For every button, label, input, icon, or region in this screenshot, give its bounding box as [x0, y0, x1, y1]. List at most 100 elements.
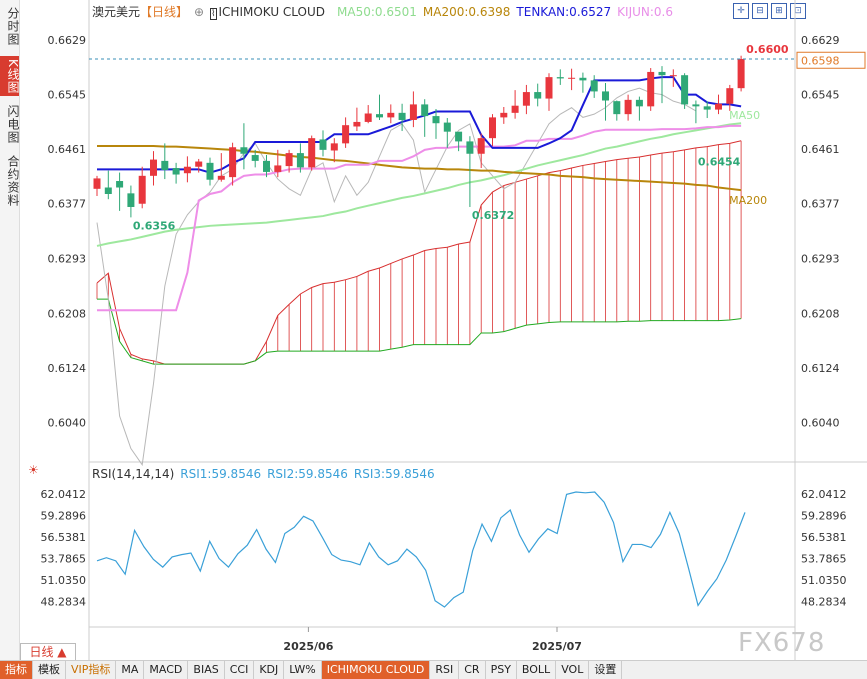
- candle-body: [398, 112, 406, 120]
- candle-body: [443, 122, 451, 132]
- candle-body: [692, 104, 700, 107]
- line-label: MA50: [729, 109, 760, 122]
- candle-body: [455, 131, 463, 142]
- indicator-tab-12[interactable]: PSY: [486, 661, 517, 679]
- y-tick-right: 0.6124: [801, 362, 840, 375]
- sidebar-tab-2[interactable]: 闪电图: [6, 104, 20, 144]
- indicator-tab-2[interactable]: VIP指标: [66, 661, 117, 679]
- candle-body: [342, 125, 350, 144]
- candle-body: [161, 160, 169, 170]
- y-tick-right: 0.6377: [801, 198, 840, 211]
- candle-body: [240, 147, 248, 154]
- indicator-tab-0[interactable]: 指标: [0, 661, 33, 679]
- y-tick-left: 0.6040: [48, 417, 87, 430]
- sidebar-tab-3[interactable]: 合约资料: [6, 155, 20, 207]
- period-label[interactable]: 【日线】: [140, 5, 189, 19]
- candle-body: [93, 178, 101, 189]
- y-tick-left: 0.6377: [48, 198, 87, 211]
- candle-body: [466, 141, 474, 154]
- rsi-y-tick-right: 51.0350: [801, 574, 847, 587]
- price-annotation: 0.6600: [746, 43, 789, 56]
- candle-body: [150, 159, 157, 176]
- rsi-title: RSI(14,14,14): [92, 467, 175, 481]
- indicator-label: ICHIMOKU CLOUD: [218, 5, 326, 19]
- ma200-legend: MA200:0.6398: [422, 5, 511, 19]
- y-tick-right: 0.6208: [801, 307, 840, 320]
- indicator-tab-1[interactable]: 模板: [33, 661, 66, 679]
- indicator-tab-6[interactable]: CCI: [225, 661, 255, 679]
- chart-icon[interactable]: ⊟: [752, 3, 768, 19]
- span-b-line: [97, 298, 742, 365]
- sidebar-tab-1[interactable]: K线图: [0, 56, 20, 96]
- indicator-tab-9[interactable]: ICHIMOKU CLOUD: [321, 661, 431, 679]
- candle-body: [613, 101, 621, 115]
- chart-canvas[interactable]: 0.6629 0.6629 0.6545 0.6545 0.6461 0.6461 0.63…: [0, 0, 867, 660]
- sidebar-tab-0[interactable]: 分时图: [6, 6, 20, 46]
- candle-body: [545, 77, 553, 99]
- chart-header: 澳元美元【日线】 ⊕ ⌇ ICHIMOKU CLOUD MA50:0.6501 MA200…: [92, 3, 679, 20]
- indicator-tab-4[interactable]: MACD: [144, 661, 189, 679]
- candle-body: [251, 155, 259, 161]
- indicator-tab-7[interactable]: KDJ: [254, 661, 285, 679]
- candle-body: [127, 193, 135, 207]
- candle-body: [330, 143, 338, 151]
- y-tick-right: 0.6040: [801, 417, 840, 430]
- candle-body: [206, 162, 214, 180]
- price-box: [796, 51, 866, 69]
- candle-body: [715, 103, 722, 110]
- indicator-tab-3[interactable]: MA: [116, 661, 145, 679]
- price-annotation: 0.6356: [133, 219, 176, 232]
- period-button[interactable]: 日线 ▲: [20, 643, 76, 661]
- crosshair-icon[interactable]: ✛: [733, 3, 749, 19]
- rsi-y-tick-right: 53.7865: [801, 553, 847, 566]
- y-tick-left: 0.6293: [48, 252, 87, 265]
- ma50-legend: MA50:0.6501: [337, 5, 417, 19]
- candle-body: [296, 153, 304, 168]
- candle-body: [489, 117, 496, 139]
- y-tick-right: 0.6293: [801, 252, 840, 265]
- rsi-y-tick-left: 62.0412: [41, 488, 87, 501]
- add-icon[interactable]: ⊡: [790, 3, 806, 19]
- rsi-y-tick-left: 48.2834: [41, 596, 87, 609]
- candle-body: [500, 112, 508, 118]
- candle-body: [195, 161, 203, 167]
- candle-body: [409, 104, 417, 120]
- rsi-y-tick-right: 59.2896: [801, 510, 847, 523]
- indicator-tab-15[interactable]: 设置: [589, 661, 623, 679]
- rsi2-legend: RSI2:59.8546: [267, 467, 348, 481]
- ma200-line: [97, 144, 742, 192]
- y-tick-left: 0.6461: [48, 143, 87, 156]
- candle-body: [285, 153, 293, 167]
- candle-body: [477, 138, 485, 154]
- span-a-line: [96, 140, 742, 365]
- y-tick-left: 0.6208: [48, 307, 87, 320]
- candle-body: [681, 75, 689, 105]
- add-icon[interactable]: ⊕: [194, 5, 205, 19]
- indicator-icon: ⌇: [210, 8, 217, 20]
- rsi-header: RSI(14,14,14) RSI1:59.8546 RSI2:59.8546 RSI…: [92, 467, 441, 481]
- candle-body: [703, 106, 711, 110]
- grid-icon[interactable]: ⊞: [771, 3, 787, 19]
- indicator-tab-14[interactable]: VOL: [556, 661, 590, 679]
- indicator-tab-8[interactable]: LW%: [284, 661, 322, 679]
- symbol-name: 澳元美元: [92, 5, 141, 19]
- candle-body: [104, 187, 112, 194]
- candle-body: [183, 166, 191, 174]
- candle-body: [568, 77, 576, 79]
- y-tick-right: 0.6629: [801, 34, 840, 47]
- ma50-line: [96, 122, 742, 247]
- candle-body: [556, 77, 564, 79]
- rsi-y-tick-right: 62.0412: [801, 488, 847, 501]
- indicator-tab-5[interactable]: BIAS: [188, 661, 225, 679]
- y-tick-left: 0.6629: [48, 34, 87, 47]
- candle-body: [308, 138, 316, 168]
- period-sidebar: 分时图 K线图闪电图合约资料: [0, 0, 20, 660]
- indicator-tab-13[interactable]: BOLL: [517, 661, 557, 679]
- indicator-tab-11[interactable]: CR: [459, 661, 486, 679]
- indicator-tab-10[interactable]: RSI: [430, 661, 460, 679]
- indicator-name[interactable]: ⌇ ICHIMOKU CLOUD: [210, 5, 331, 20]
- candle-body: [116, 181, 124, 188]
- candle-body: [726, 88, 734, 104]
- candle-body: [172, 168, 180, 175]
- price-annotation: 0.6372: [472, 209, 514, 222]
